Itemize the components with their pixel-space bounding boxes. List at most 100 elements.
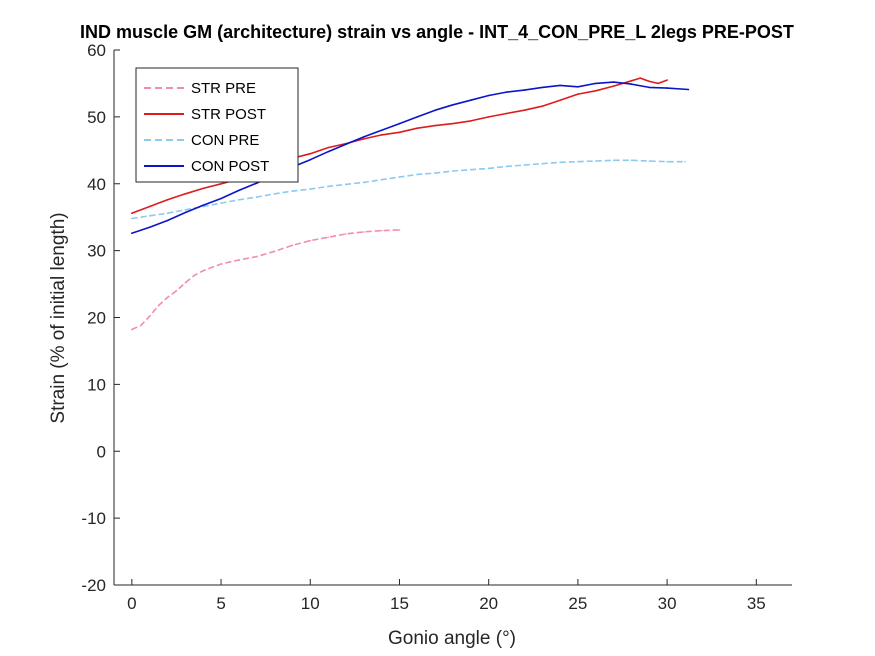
data-point-str-post — [202, 187, 204, 190]
y-tick-label: 0 — [97, 442, 106, 461]
x-tick-label: 5 — [216, 594, 225, 613]
data-point-con-post — [148, 226, 151, 228]
legend-box — [135, 67, 299, 183]
series-line-con-pre — [131, 159, 685, 220]
y-tick-label: 10 — [87, 375, 106, 394]
data-point-str-pre — [220, 263, 222, 265]
data-point-con-post — [238, 189, 240, 192]
data-point-con-post — [309, 158, 312, 161]
data-point-con-pre — [577, 160, 579, 163]
data-point-str-pre — [398, 229, 401, 231]
y-tick-label: 50 — [87, 108, 106, 127]
data-point-con-pre — [505, 165, 508, 168]
data-point-str-pre — [211, 266, 213, 269]
x-tick-label: 0 — [127, 594, 136, 613]
data-point-str-post — [166, 199, 169, 201]
data-point-con-post — [577, 86, 579, 88]
x-tick-label: 25 — [568, 594, 587, 613]
data-point-str-pre — [345, 233, 347, 235]
data-point-str-post — [220, 183, 222, 185]
data-point-con-pre — [327, 185, 329, 188]
x-tick-label: 30 — [658, 594, 677, 613]
data-point-str-post — [363, 138, 365, 140]
data-point-con-post — [630, 83, 633, 85]
data-point-con-post — [345, 143, 347, 146]
data-point-con-post — [523, 89, 526, 91]
data-point-str-post — [148, 205, 151, 208]
data-point-str-pre — [273, 250, 276, 253]
data-point-str-post — [470, 120, 472, 122]
data-point-con-post — [452, 104, 454, 106]
data-point-con-pre — [220, 202, 222, 204]
x-tick-label: 20 — [479, 594, 498, 613]
data-point-str-post — [559, 99, 561, 101]
y-tick-label: 20 — [87, 309, 106, 328]
data-point-str-post — [630, 80, 633, 82]
data-point-con-post — [487, 94, 490, 97]
data-point-str-pre — [238, 259, 240, 261]
y-axis-label: Strain (% of initial length) — [48, 212, 69, 423]
data-point-con-pre — [666, 160, 668, 163]
data-point-str-post — [639, 77, 642, 79]
legend-label: CON POST — [191, 158, 269, 175]
data-point-con-pre — [434, 172, 437, 174]
y-tick-label: 30 — [87, 242, 106, 261]
data-point-str-post — [541, 105, 543, 107]
data-point-con-pre — [594, 160, 597, 162]
data-point-con-pre — [648, 160, 651, 162]
data-point-str-post — [648, 80, 651, 83]
data-point-str-post — [416, 127, 419, 129]
data-point-str-post — [434, 124, 437, 127]
data-point-con-pre — [684, 160, 686, 163]
data-point-str-pre — [255, 255, 258, 258]
data-point-con-pre — [363, 181, 365, 184]
data-point-str-post — [657, 82, 659, 85]
data-point-str-pre — [327, 236, 329, 239]
data-point-str-pre — [184, 281, 187, 284]
chart-title: IND muscle GM (architecture) strain vs a… — [80, 22, 794, 42]
data-point-str-pre — [140, 324, 142, 327]
legend-label: STR POST — [191, 106, 266, 123]
data-point-str-post — [594, 90, 597, 92]
data-point-con-post — [559, 84, 561, 87]
data-point-con-post — [648, 86, 651, 89]
data-point-con-pre — [291, 190, 294, 192]
data-point-str-pre — [166, 296, 169, 299]
data-point-str-post — [505, 112, 508, 115]
data-point-str-post — [452, 122, 454, 125]
data-point-con-pre — [612, 159, 615, 162]
data-point-str-post — [398, 131, 401, 134]
data-point-con-pre — [487, 167, 490, 170]
data-point-str-post — [612, 85, 615, 87]
x-axis-label: Gonio angle (°) — [388, 628, 516, 649]
data-point-con-post — [255, 182, 258, 184]
data-point-con-pre — [131, 217, 133, 220]
data-point-con-post — [398, 122, 401, 125]
data-point-con-pre — [398, 176, 401, 178]
data-point-str-post — [577, 93, 579, 95]
y-axis-ticks: -20 -10 0 10 20 30 40 50 60 — [81, 41, 120, 595]
data-point-str-pre — [363, 231, 365, 233]
series-line-con-post — [131, 81, 689, 234]
data-point-con-pre — [148, 215, 151, 217]
data-point-con-post — [380, 129, 383, 132]
data-point-con-post — [327, 150, 329, 153]
data-point-str-post — [523, 109, 526, 111]
data-point-con-pre — [541, 162, 543, 165]
data-point-str-pre — [131, 328, 133, 331]
data-point-str-post — [487, 116, 490, 118]
data-point-con-post — [131, 232, 133, 234]
data-point-str-pre — [309, 239, 312, 242]
data-point-con-pre — [452, 170, 454, 172]
data-point-str-pre — [157, 304, 160, 307]
data-point-con-pre — [523, 164, 526, 166]
x-tick-label: 15 — [390, 594, 409, 613]
data-point-con-pre — [238, 199, 240, 201]
data-point-con-pre — [255, 196, 258, 198]
data-point-str-post — [380, 134, 383, 136]
data-point-con-post — [202, 204, 204, 206]
data-point-con-post — [470, 99, 472, 101]
data-point-con-pre — [470, 168, 472, 171]
data-point-str-pre — [148, 315, 151, 318]
